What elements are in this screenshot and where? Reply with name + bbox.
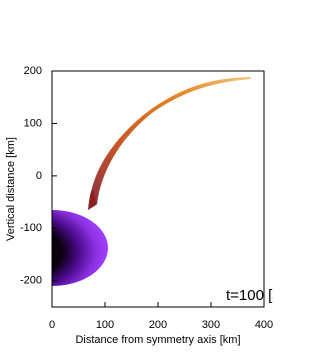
y-tick-label: -100 [20, 222, 42, 234]
x-tick-label: 100 [96, 319, 114, 331]
x-axis-label: Distance from symmetry axis [km] [75, 334, 240, 346]
x-tick-label: 200 [149, 319, 167, 331]
y-tick-label: 0 [36, 170, 42, 182]
y-tick-label: 100 [24, 117, 42, 129]
y-tick-label: -200 [20, 275, 42, 287]
x-tick-label: 300 [202, 319, 220, 331]
x-tick-label: 400 [255, 319, 273, 331]
y-tick-label: 200 [24, 65, 42, 77]
chart: t=100 [s] Distance from symmetry axis [k… [5, 65, 273, 346]
y-axis-label: Vertical distance [km] [5, 137, 17, 241]
density-field [52, 77, 251, 286]
x-tick-label: 0 [49, 319, 55, 331]
annotation: t=100 [s] [226, 287, 273, 304]
